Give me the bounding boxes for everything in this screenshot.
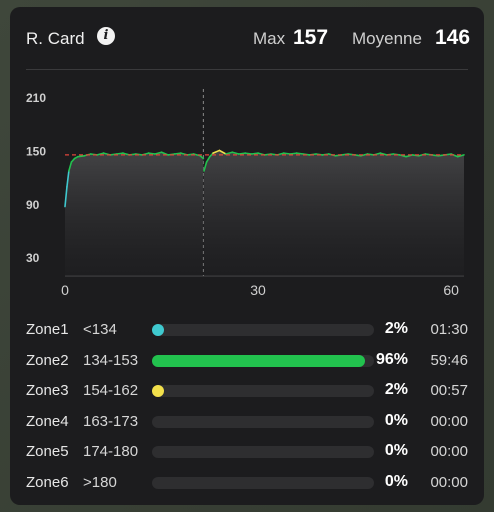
x-tick-label: 0 [61, 282, 69, 298]
zone-time: 00:00 [430, 412, 468, 430]
series-line-segment [186, 153, 195, 156]
series-line-segment [231, 151, 240, 155]
zone-percentage: 2% [384, 381, 408, 398]
zone-range: 154-162 [83, 382, 139, 399]
zone-name: Zone1 [26, 321, 69, 338]
series-line-segment [109, 153, 118, 156]
series-line-segment [244, 152, 253, 155]
zone-time: 00:00 [430, 443, 468, 460]
zone-percentage: 0% [384, 411, 408, 429]
x-tick-label: 30 [250, 282, 266, 298]
series-line-segment [66, 170, 70, 188]
series-line-segment [134, 153, 144, 156]
average-label: Moyenne [352, 29, 422, 48]
zone-progress-track [152, 385, 374, 397]
series-line-segment [456, 154, 465, 158]
zone-progress-fill [152, 385, 164, 397]
x-tick-label: 60 [443, 282, 459, 298]
zone-row: Zone3 154-162 2% 00:57 [10, 376, 484, 406]
y-tick-label: 30 [26, 251, 40, 265]
zone-name: Zone4 [26, 412, 69, 430]
zone-row: Zone2 134-153 96% 59:46 [10, 346, 484, 376]
series-line-segment [263, 153, 272, 156]
zone-progress-track [152, 476, 374, 489]
heart-rate-chart: 210 150 90 30 0 30 60 [26, 89, 465, 298]
max-value: 157 [293, 26, 329, 49]
zone-name: Zone6 [26, 473, 69, 491]
series-line-segment [154, 151, 163, 155]
zone-percentage: 96% [375, 350, 408, 368]
zone-name: Zone5 [26, 443, 69, 460]
series-line-segment [96, 152, 105, 156]
zone-percentage: 0% [384, 442, 408, 459]
series-line-segment [205, 155, 211, 163]
card-title: R. Card [26, 29, 85, 48]
series-line-segment [250, 152, 259, 155]
series-line-segment [237, 152, 246, 155]
zone-name: Zone3 [26, 382, 69, 399]
max-label: Max [253, 29, 286, 48]
series-line-segment [289, 152, 298, 155]
series-line-segment [366, 153, 375, 156]
series-line-segment [283, 152, 292, 155]
zone-progress-track [152, 446, 374, 458]
series-line-segment [64, 186, 68, 208]
y-tick-label: 150 [26, 144, 46, 158]
series-area [204, 150, 464, 276]
series-line-segment [147, 152, 156, 155]
header-divider [26, 69, 468, 70]
zone-range: >180 [83, 473, 117, 491]
series-line-segment [199, 154, 205, 160]
y-tick-label: 210 [26, 91, 46, 105]
series-line-segment [203, 161, 208, 172]
series-line-segment [225, 151, 234, 155]
zone-time: 01:30 [430, 321, 468, 338]
zone-time: 00:57 [430, 382, 468, 399]
zone-time: 00:00 [430, 473, 468, 491]
zone-progress-track [152, 354, 374, 367]
zone-row: Zone4 163-173 0% 00:00 [10, 407, 484, 437]
zone-name: Zone2 [26, 351, 69, 369]
y-tick-label: 90 [26, 198, 40, 212]
zone-row: Zone1 <134 2% 01:30 [10, 315, 484, 345]
series-line-segment [68, 161, 73, 172]
series-line-segment [340, 153, 349, 156]
zone-range: 174-180 [83, 443, 139, 460]
zone-progress-track [152, 415, 374, 428]
series-line-segment [218, 149, 227, 155]
series-line-segment [379, 152, 388, 156]
series-line-segment [173, 152, 182, 155]
zone-progress-fill [152, 324, 164, 336]
series-line-segment [115, 152, 124, 155]
zone-row: Zone6 >180 0% 00:00 [10, 468, 484, 498]
zone-range: 134-153 [83, 351, 139, 369]
zone-percentage: 0% [384, 472, 408, 490]
series-line-segment [295, 152, 304, 155]
average-value: 146 [435, 26, 471, 49]
series-area [65, 152, 204, 276]
series-line-segment [77, 154, 86, 158]
series-line-segment [398, 154, 407, 158]
zone-time: 59:46 [430, 351, 468, 369]
zone-percentage: 2% [384, 320, 408, 337]
heart-rate-card: R. Card i Max 157 Moyenne 146 210 150 90 30… [10, 7, 484, 505]
info-icon[interactable]: i [97, 27, 115, 45]
zone-progress-fill [152, 354, 366, 367]
zone-row: Zone5 174-180 0% 00:00 [10, 437, 484, 467]
zone-range: <134 [83, 321, 117, 338]
series-line-segment [212, 149, 221, 154]
zone-progress-track [152, 324, 374, 336]
zone-range: 163-173 [83, 412, 139, 430]
card-header: R. Card i Max 157 Moyenne 146 [10, 7, 484, 69]
